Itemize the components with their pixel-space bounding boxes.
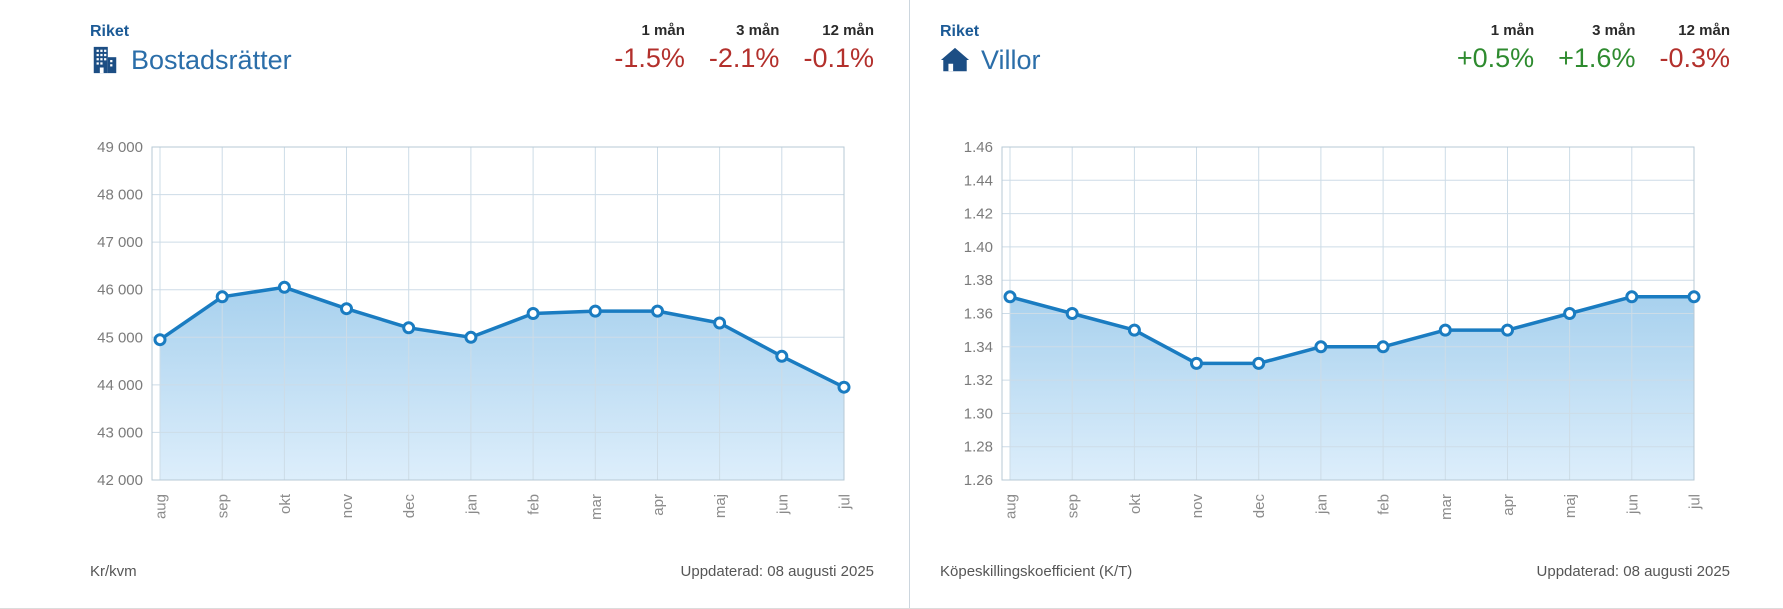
svg-text:1.30: 1.30 <box>964 405 993 422</box>
panel-divider <box>909 0 910 608</box>
price-area-chart: 49 000 48 000 47 000 46 000 45 000 44 000 43 0… <box>90 120 874 545</box>
stat-12man: 12 mån -0.1% <box>803 22 874 73</box>
region-label: Riket <box>940 23 980 40</box>
svg-text:maj: maj <box>1562 494 1579 518</box>
svg-text:1.32: 1.32 <box>964 372 993 389</box>
svg-text:apr: apr <box>1500 494 1517 516</box>
svg-text:45 000: 45 000 <box>97 329 143 346</box>
stat-value: +1.6% <box>1558 43 1636 73</box>
svg-text:1.26: 1.26 <box>964 472 993 489</box>
svg-text:mar: mar <box>588 494 605 520</box>
stat-value: -0.1% <box>803 43 874 73</box>
svg-text:nov: nov <box>1189 494 1206 519</box>
updated-label: Uppdaterad: 08 augusti 2025 <box>680 563 874 580</box>
svg-text:nov: nov <box>339 494 356 519</box>
stat-label: 1 mån <box>641 22 685 39</box>
svg-text:48 000: 48 000 <box>97 187 143 204</box>
house-icon <box>940 45 970 75</box>
svg-text:jan: jan <box>463 494 480 515</box>
panel-title: Villor <box>981 45 1041 75</box>
panel-header: Riket Villor 1 mån +0.5% <box>940 22 1730 100</box>
apartment-building-icon <box>90 45 120 75</box>
svg-text:jun: jun <box>1624 494 1641 515</box>
updated-label: Uppdaterad: 08 augusti 2025 <box>1536 563 1730 580</box>
change-stats: 1 mån -1.5% 3 mån -2.1% 12 mån -0.1% <box>614 22 874 73</box>
stat-label: 12 mån <box>822 22 874 39</box>
svg-text:1.42: 1.42 <box>964 206 993 223</box>
svg-text:44 000: 44 000 <box>97 377 143 394</box>
svg-text:okt: okt <box>277 493 294 514</box>
region-label: Riket <box>90 23 130 40</box>
svg-text:49 000: 49 000 <box>97 139 143 156</box>
stat-value: -1.5% <box>614 43 685 73</box>
stat-3man: 3 mån -2.1% <box>709 22 780 73</box>
svg-text:1.28: 1.28 <box>964 439 993 456</box>
svg-text:1.40: 1.40 <box>964 239 993 256</box>
stat-value: -0.3% <box>1659 43 1730 73</box>
unit-label: Köpeskillingskoefficient (K/T) <box>940 563 1133 580</box>
svg-text:42 000: 42 000 <box>97 472 143 489</box>
change-stats: 1 mån +0.5% 3 mån +1.6% 12 mån -0.3% <box>1457 22 1730 73</box>
stat-12man: 12 mån -0.3% <box>1659 22 1730 73</box>
svg-text:jul: jul <box>1687 494 1704 510</box>
svg-text:43 000: 43 000 <box>97 424 143 441</box>
unit-label: Kr/kvm <box>90 563 137 580</box>
stat-label: 3 mån <box>736 22 780 39</box>
svg-text:sep: sep <box>215 494 232 518</box>
svg-text:1.38: 1.38 <box>964 272 993 289</box>
svg-text:1.44: 1.44 <box>964 172 993 189</box>
header-titles: Riket <box>90 22 292 75</box>
stat-1man: 1 mån -1.5% <box>614 22 685 73</box>
svg-text:maj: maj <box>712 494 729 518</box>
stat-3man: 3 mån +1.6% <box>1558 22 1635 73</box>
svg-text:1.36: 1.36 <box>964 306 993 323</box>
panel-header: Riket <box>90 22 874 100</box>
svg-text:dec: dec <box>1251 494 1268 519</box>
panel-villor: Riket Villor 1 mån +0.5% <box>909 0 1783 608</box>
svg-text:feb: feb <box>1376 494 1393 515</box>
stat-value: +0.5% <box>1456 43 1535 73</box>
svg-text:46 000: 46 000 <box>97 282 143 299</box>
svg-text:aug: aug <box>153 494 170 519</box>
stat-label: 12 mån <box>1678 22 1730 39</box>
panel-footer: Köpeskillingskoefficient (K/T) Uppdatera… <box>940 563 1730 581</box>
stat-1man: 1 mån +0.5% <box>1457 22 1534 73</box>
stat-label: 3 mån <box>1592 22 1636 39</box>
svg-text:aug: aug <box>1003 494 1020 519</box>
svg-text:feb: feb <box>526 494 543 515</box>
svg-text:jan: jan <box>1313 494 1330 515</box>
svg-text:47 000: 47 000 <box>97 234 143 251</box>
svg-text:mar: mar <box>1438 494 1455 520</box>
svg-text:jul: jul <box>837 494 854 510</box>
svg-text:jun: jun <box>774 494 791 515</box>
panel-bostadsratter: Riket <box>90 22 874 581</box>
stat-label: 1 mån <box>1490 22 1535 39</box>
panel-title: Bostadsrätter <box>131 45 292 75</box>
svg-text:1.46: 1.46 <box>964 139 993 156</box>
svg-text:dec: dec <box>401 494 418 519</box>
coefficient-area-chart: 1.46 1.44 1.42 1.40 1.38 1.36 1.34 1.32 1.30 1.28… <box>940 120 1730 545</box>
svg-text:1.34: 1.34 <box>964 339 993 356</box>
svg-text:okt: okt <box>1127 493 1144 514</box>
svg-text:apr: apr <box>650 494 667 516</box>
header-titles: Riket Villor <box>940 22 1041 75</box>
stat-value: -2.1% <box>708 43 780 73</box>
panel-footer: Kr/kvm Uppdaterad: 08 augusti 2025 <box>90 563 874 581</box>
svg-text:sep: sep <box>1065 494 1082 518</box>
